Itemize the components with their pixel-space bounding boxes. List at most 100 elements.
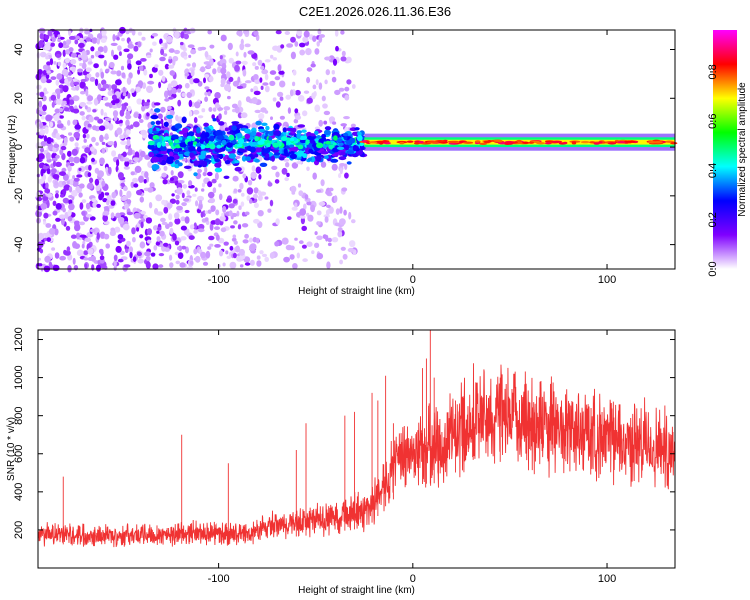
spectrogram-cell (203, 77, 206, 84)
spectrogram-cell (52, 264, 60, 272)
spectrogram-cell (74, 39, 79, 45)
spectrogram-cell (79, 221, 85, 226)
spectrogram-cell (267, 208, 272, 213)
spectrogram-cell (78, 192, 83, 198)
spectrogram-cell (215, 234, 220, 241)
spectrogram-cell (148, 132, 154, 140)
spectrogram-cell (261, 69, 269, 75)
spectrogram-cell (76, 174, 83, 178)
spectrogram-cell (182, 184, 188, 189)
spectrogram-cell (77, 54, 82, 58)
spectrogram-cell (279, 96, 284, 101)
spectrogram-cell (45, 223, 52, 228)
spectrogram-cell (237, 30, 243, 37)
spectrogram-cell (306, 97, 313, 104)
spectrogram-cell (95, 185, 101, 192)
spectrogram-cell (336, 146, 345, 150)
spectrogram-cell (177, 246, 181, 251)
spectrogram-cell (38, 263, 43, 267)
spectrogram-cell (285, 94, 292, 100)
spectrogram-cell (234, 160, 240, 164)
spectrogram-cell (105, 68, 110, 73)
spectrogram-cell (119, 119, 123, 124)
spectrogram-cell (89, 76, 96, 82)
spectrogram-cell (39, 111, 47, 116)
spectrogram-cell (150, 252, 156, 257)
spectrogram-cell (152, 134, 160, 141)
spectrogram-cell (324, 130, 331, 136)
spectrogram-frame (37, 29, 676, 270)
spectrogram-cell (40, 147, 44, 153)
spectrogram-cell (54, 193, 59, 199)
spectrogram-cell (342, 132, 349, 137)
spectrogram-cell (137, 31, 142, 36)
spectrogram-cell (289, 153, 297, 160)
spectrogram-cell (128, 246, 134, 254)
spectrogram-cell (325, 234, 329, 242)
spectrogram-cell (290, 51, 296, 60)
spectrogram-cell (131, 227, 136, 235)
spectrogram-cell (180, 225, 187, 231)
spectrogram-cell (201, 160, 208, 168)
spectrogram-cell (203, 122, 210, 128)
spectrogram-cell (107, 166, 112, 175)
spectrogram-cell (42, 196, 49, 202)
spectrogram-cell (240, 201, 245, 207)
spectrogram-cell (119, 189, 123, 197)
spectrogram-cell (607, 142, 617, 145)
spectrogram-cell (251, 165, 256, 172)
spectrogram-cell (35, 209, 42, 218)
spectrogram-cell (36, 84, 42, 90)
spectrogram-cell (197, 168, 202, 173)
spectrogram-cell (333, 135, 338, 141)
spectrogram-cell (40, 168, 44, 177)
spectrogram-cell (340, 246, 346, 251)
spectrogram-cell (253, 30, 259, 36)
spectrogram-cell (81, 243, 85, 249)
spectrogram-cell (227, 95, 231, 100)
spectrogram-cell (284, 177, 290, 182)
spectrogram-cell (121, 105, 126, 113)
spectrogram-cell (75, 85, 80, 91)
spectrogram-cell (349, 240, 356, 248)
spectrogram-cell (175, 260, 181, 265)
spectrogram-cell (63, 107, 70, 112)
spectrogram-cell (209, 44, 215, 49)
spectrogram-cell (237, 148, 245, 152)
spectrogram-cell (53, 114, 60, 122)
spectrogram-cell (111, 49, 114, 57)
spectrogram-cell (237, 100, 242, 108)
spectrogram-cell (204, 86, 210, 90)
spectrogram-cell (39, 33, 44, 40)
spectrogram-cell (88, 164, 92, 171)
spectrogram-cell (39, 51, 47, 58)
spectrogram-cell (122, 86, 126, 94)
spectrogram-cell (116, 70, 122, 77)
spectrogram-cell (79, 81, 86, 89)
spectrogram-cell (149, 182, 155, 189)
spectrogram-cell (212, 118, 217, 122)
spectrogram-cell (286, 127, 294, 132)
spectrogram-cell (110, 70, 117, 75)
spectrogram-cell (91, 264, 95, 271)
spectrogram-cell (107, 141, 115, 146)
spectrogram-cell (259, 250, 264, 255)
spectrogram-cell (183, 55, 188, 60)
spectrogram-cell (45, 232, 52, 239)
spectrogram-cell (71, 52, 77, 58)
spectrogram-cell (318, 35, 323, 43)
spectrogram-cell (62, 188, 67, 195)
spectrogram-cell (157, 226, 162, 231)
spectrogram-cell (104, 192, 110, 196)
spectrogram-cell (196, 127, 201, 134)
spectrogram-cell (214, 102, 220, 109)
spectrogram-cell (79, 202, 84, 210)
spectrogram-cell (110, 42, 118, 47)
spectrogram-cell (224, 127, 229, 132)
spectrogram-cell (308, 148, 314, 154)
spectrogram-cell (90, 54, 95, 59)
snr-y-axis-label: SNR (10 * v/v) (6, 417, 17, 481)
spectrogram-cell (290, 36, 296, 43)
spectrogram-cell (359, 142, 365, 147)
spectrogram-cell (189, 77, 195, 85)
